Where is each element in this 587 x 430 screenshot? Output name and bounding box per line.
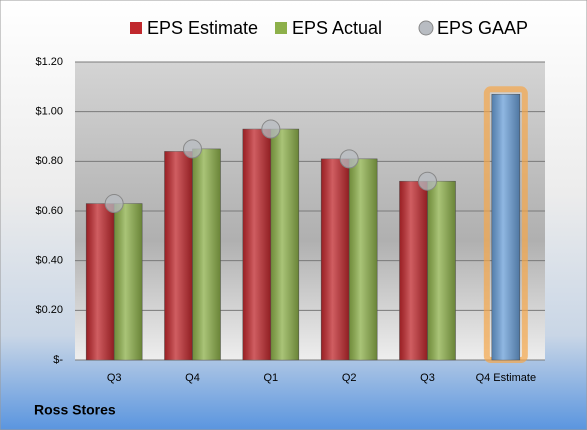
bar (491, 94, 521, 361)
y-tick-label: $0.60 (35, 205, 63, 217)
bar (85, 203, 115, 361)
bar (113, 203, 143, 361)
gaap-marker (183, 139, 202, 159)
bar (192, 148, 221, 361)
y-tick-label: $1.20 (35, 56, 63, 68)
legend-label: EPS GAAP (437, 18, 528, 38)
y-tick-label: $0.80 (35, 155, 63, 167)
y-tick-label: $0.40 (35, 255, 63, 267)
x-tick-label: Q1 (263, 372, 278, 384)
bar (164, 151, 193, 361)
bar (270, 128, 300, 361)
bar (399, 180, 428, 361)
legend-label: EPS Actual (292, 18, 382, 38)
x-tick-label: Q3 (420, 372, 435, 384)
y-tick-label: $- (53, 354, 63, 366)
gaap-marker (418, 171, 437, 191)
bar (348, 158, 378, 361)
footer: Ross Stores (34, 402, 116, 418)
y-tick-label: $1.00 (35, 106, 63, 118)
legend-label: EPS Estimate (147, 18, 258, 38)
bar (242, 128, 272, 361)
x-tick-label: Q4 (185, 372, 200, 384)
bar (320, 158, 350, 361)
bar (427, 180, 456, 361)
legend-marker (418, 20, 434, 36)
gaap-marker (104, 194, 124, 214)
legend-marker (130, 22, 142, 34)
gaap-marker (339, 149, 359, 169)
x-tick-label: Q4 Estimate (476, 372, 537, 384)
x-tick-label: Q2 (342, 372, 357, 384)
gaap-marker (261, 119, 281, 139)
legend-marker (275, 22, 287, 34)
x-tick-label: Q3 (107, 372, 122, 384)
y-tick-label: $0.20 (35, 304, 63, 316)
